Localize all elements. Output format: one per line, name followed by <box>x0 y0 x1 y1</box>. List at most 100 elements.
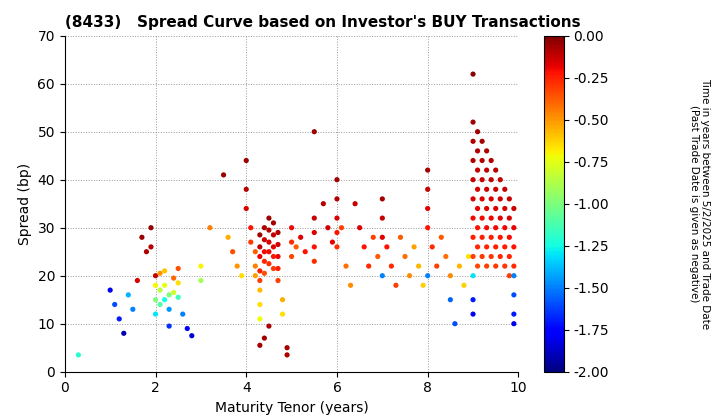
Point <box>467 157 479 164</box>
Point <box>499 224 510 231</box>
Point <box>268 244 279 250</box>
Point <box>377 272 388 279</box>
Point <box>295 234 307 241</box>
Point <box>282 344 293 351</box>
Point <box>264 323 275 329</box>
Point <box>503 234 515 241</box>
Point <box>264 227 275 234</box>
Point <box>254 287 266 294</box>
Point <box>327 239 338 245</box>
Point <box>163 291 175 298</box>
Point <box>254 268 266 274</box>
Point <box>204 224 216 231</box>
Point <box>467 119 479 126</box>
Point <box>449 320 461 327</box>
Point <box>422 167 433 173</box>
Point <box>140 248 152 255</box>
Point <box>331 215 343 221</box>
Y-axis label: Time in years between 5/2/2025 and Trade Date
(Past Trade Date is given as negat: Time in years between 5/2/2025 and Trade… <box>688 78 710 329</box>
Point <box>236 272 248 279</box>
Point <box>258 236 270 243</box>
Point <box>422 186 433 193</box>
Point <box>150 311 161 318</box>
Point <box>258 270 270 277</box>
Point <box>477 253 488 260</box>
Point <box>508 272 520 279</box>
Point <box>445 272 456 279</box>
Point <box>485 253 497 260</box>
Point <box>264 248 275 255</box>
Point <box>136 234 148 241</box>
Point <box>272 253 284 260</box>
Point <box>467 297 479 303</box>
Point <box>168 275 179 281</box>
Point <box>408 244 420 250</box>
Point <box>458 282 469 289</box>
Point <box>276 297 288 303</box>
Point <box>499 186 510 193</box>
Point <box>495 234 506 241</box>
Point <box>240 157 252 164</box>
Point <box>150 297 161 303</box>
Point <box>163 323 175 329</box>
Point <box>477 215 488 221</box>
Point <box>181 325 193 332</box>
Point <box>472 129 483 135</box>
Point <box>154 287 166 294</box>
Point <box>258 248 270 255</box>
Point <box>159 268 171 274</box>
Point <box>472 263 483 270</box>
Point <box>495 253 506 260</box>
Point <box>150 272 161 279</box>
Point <box>377 234 388 241</box>
Point <box>222 234 234 241</box>
Point <box>413 263 424 270</box>
Point <box>490 244 502 250</box>
Point <box>272 265 284 272</box>
Point <box>477 138 488 144</box>
Point <box>481 244 492 250</box>
Point <box>472 244 483 250</box>
Text: (8433)   Spread Curve based on Investor's BUY Transactions: (8433) Spread Curve based on Investor's … <box>65 16 580 30</box>
Point <box>390 282 402 289</box>
Point <box>318 200 329 207</box>
Point <box>467 176 479 183</box>
Point <box>286 239 297 245</box>
Point <box>467 272 479 279</box>
Point <box>463 253 474 260</box>
Point <box>254 315 266 322</box>
Point <box>308 229 320 236</box>
Point <box>272 241 284 248</box>
Point <box>159 282 171 289</box>
Point <box>254 342 266 349</box>
Point <box>349 200 361 207</box>
Point <box>490 224 502 231</box>
Point <box>104 287 116 294</box>
Point <box>173 294 184 301</box>
Point <box>499 263 510 270</box>
Point <box>264 239 275 245</box>
Point <box>386 263 397 270</box>
Point <box>503 215 515 221</box>
Point <box>422 224 433 231</box>
Point <box>399 253 410 260</box>
Point <box>240 186 252 193</box>
Point <box>250 248 261 255</box>
Point <box>195 277 207 284</box>
Point <box>490 263 502 270</box>
Point <box>485 176 497 183</box>
Point <box>508 263 520 270</box>
Point <box>395 234 406 241</box>
Point <box>173 265 184 272</box>
Point <box>367 234 379 241</box>
Point <box>227 248 238 255</box>
Point <box>454 263 465 270</box>
Point <box>282 352 293 358</box>
Point <box>264 215 275 221</box>
X-axis label: Maturity Tenor (years): Maturity Tenor (years) <box>215 401 369 415</box>
Point <box>481 147 492 154</box>
Point <box>122 291 134 298</box>
Point <box>467 138 479 144</box>
Point <box>477 196 488 202</box>
Point <box>436 234 447 241</box>
